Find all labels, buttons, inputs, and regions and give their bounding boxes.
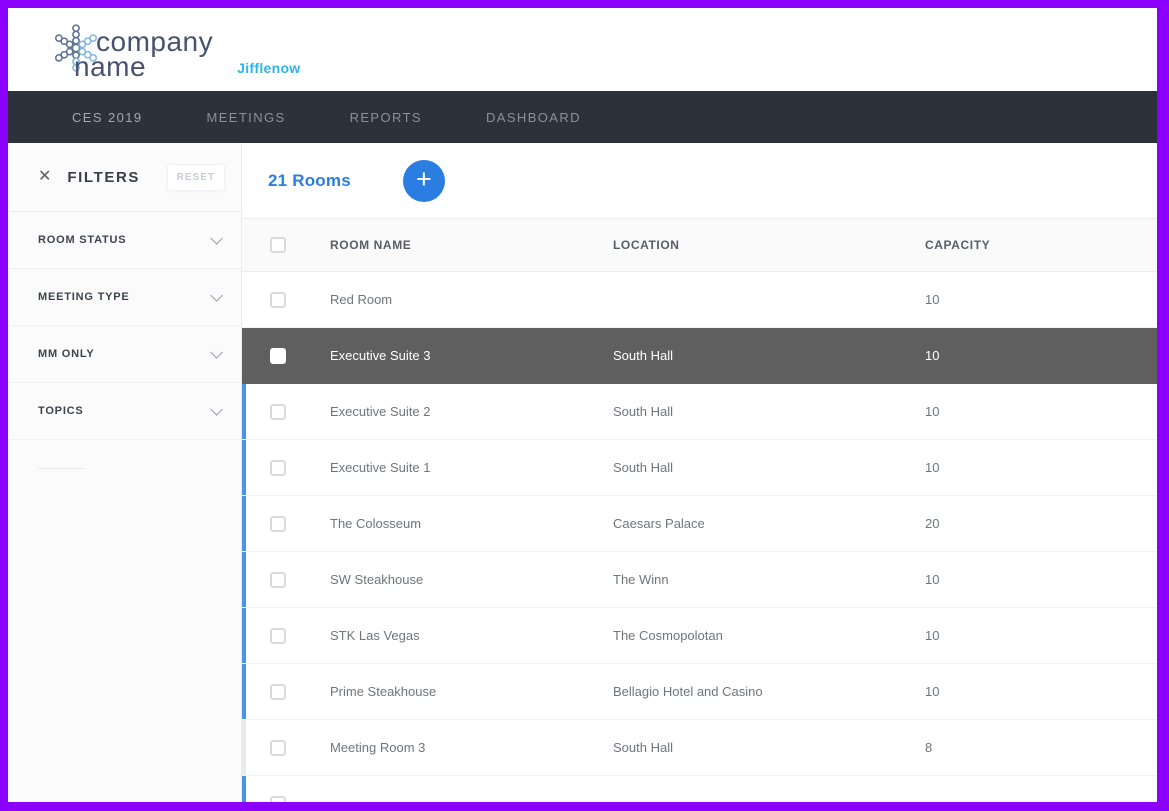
row-checkbox[interactable] [270,683,286,700]
capacity-cell: 8 [925,740,933,755]
row-checkbox[interactable] [270,459,286,476]
location-cell: The Winn [613,572,669,587]
room-name-cell: The Colosseum [330,516,422,531]
chevron-down-icon [210,345,223,359]
rooms-panel: 21 Rooms + ROOM NAME LOCATION CAPACITY R… [242,143,1157,802]
room-name-cell: Executive Suite 2 [330,404,431,419]
logo-word-company: company [96,25,214,57]
company-logo-text: company name [74,25,214,80]
room-name-cell: SW Steakhouse [330,572,424,587]
chevron-down-icon [210,402,223,416]
sidebar-divider [38,468,86,469]
logo-word-name: name [74,50,147,82]
reset-filters-button[interactable]: RESET [166,163,225,191]
nav-item-ces-2019[interactable]: CES 2019 [72,109,143,125]
capacity-cell: 10 [925,460,940,475]
location-cell: Bellagio Hotel and Casino [613,684,763,699]
table-row-red-room[interactable]: Red Room 10 [242,272,1157,328]
filter-section-room-status[interactable]: ROOM STATUS [8,212,241,269]
rooms-panel-header: 21 Rooms + [242,143,1157,218]
location-cell: The Cosmopolotan [613,628,723,643]
room-name-cell: Red Room [330,292,393,307]
capacity-cell: 10 [925,348,940,363]
filters-header: ✕ FILTERS RESET [8,143,241,212]
capacity-cell: 10 [925,628,940,643]
company-logo: company name [50,21,214,80]
row-checkbox[interactable] [270,571,286,588]
table-row-executive-suite-2[interactable]: Executive Suite 2 South Hall 10 [242,384,1157,440]
top-bar: company name Jifflenow [8,8,1157,91]
close-filters-icon[interactable]: ✕ [38,168,52,185]
rooms-count-title: 21 Rooms [268,170,351,190]
filter-section-meeting-type[interactable]: MEETING TYPE [8,269,241,326]
location-cell: Caesars Palace [613,516,705,531]
capacity-cell: 20 [925,516,940,531]
table-row-the-colosseum[interactable]: The Colosseum Caesars Palace 20 [242,496,1157,552]
nav-item-meetings[interactable]: MEETINGS [206,109,286,125]
location-cell: South Hall [613,460,673,475]
room-name-cell: Prime Steakhouse [330,684,437,699]
room-name-cell: Executive Suite 1 [330,460,431,475]
nav-menu: CES 2019 MEETINGS REPORTS DASHBOARD [8,91,1157,143]
table-row-executive-suite-3[interactable]: Executive Suite 3 South Hall 10 [242,328,1157,384]
rooms-table-body[interactable]: Red Room 10 Executive Suite 3 South Hall… [242,272,1157,802]
table-row-executive-suite-1[interactable]: Executive Suite 1 South Hall 10 [242,440,1157,496]
table-row-sw-steakhouse[interactable]: SW Steakhouse The Winn 10 [242,552,1157,608]
add-room-button[interactable]: + [402,159,445,202]
column-header-room-name: ROOM NAME [330,238,412,252]
room-name-cell: STK Las Vegas [330,628,420,643]
chevron-down-icon [210,231,223,245]
room-name-cell: Meeting Room 3 [330,740,426,755]
table-row-stk-las-vegas[interactable]: STK Las Vegas The Cosmopolotan 10 [242,608,1157,664]
filters-sidebar: ✕ FILTERS RESET ROOM STATUS MEETING TYPE… [8,143,242,802]
filters-title: FILTERS [67,168,140,186]
table-row-meeting-room-3[interactable]: Meeting Room 3 South Hall 8 [242,720,1157,776]
capacity-cell: 10 [925,404,940,419]
capacity-cell: 10 [925,292,940,307]
location-cell: South Hall [613,740,673,755]
row-checkbox[interactable] [270,291,286,308]
jifflenow-wordmark: Jifflenow [237,59,301,76]
row-checkbox[interactable] [270,627,286,644]
nav-item-reports[interactable]: REPORTS [349,109,422,125]
row-checkbox[interactable] [270,515,286,532]
row-checkbox[interactable] [270,795,286,802]
table-row-row[interactable] [242,776,1157,802]
rooms-table-header: ROOM NAME LOCATION CAPACITY [242,218,1157,272]
select-all-cell [242,237,330,253]
row-checkbox[interactable] [270,347,286,364]
nav-item-dashboard[interactable]: DASHBOARD [486,109,581,125]
column-header-capacity: CAPACITY [925,238,991,252]
chevron-down-icon [210,288,223,302]
content-area: ✕ FILTERS RESET ROOM STATUS MEETING TYPE… [8,143,1157,802]
snowflake-logo-icon [54,23,98,72]
column-header-location: LOCATION [613,238,680,252]
location-cell: South Hall [613,348,673,363]
filter-sections: ROOM STATUS MEETING TYPE MM ONLY TOPICS [8,212,241,440]
row-checkbox[interactable] [270,403,286,420]
app-window: company name Jifflenow CES 2019 MEETINGS R… [8,8,1157,802]
filter-section-mm-only[interactable]: MM ONLY [8,326,241,383]
filter-section-topics[interactable]: TOPICS [8,383,241,440]
row-checkbox[interactable] [270,739,286,756]
select-all-checkbox[interactable] [270,237,286,253]
room-name-cell: Executive Suite 3 [330,348,431,363]
location-cell: South Hall [613,404,673,419]
capacity-cell: 10 [925,572,940,587]
capacity-cell: 10 [925,684,940,699]
table-row-prime-steakhouse[interactable]: Prime Steakhouse Bellagio Hotel and Casi… [242,664,1157,720]
